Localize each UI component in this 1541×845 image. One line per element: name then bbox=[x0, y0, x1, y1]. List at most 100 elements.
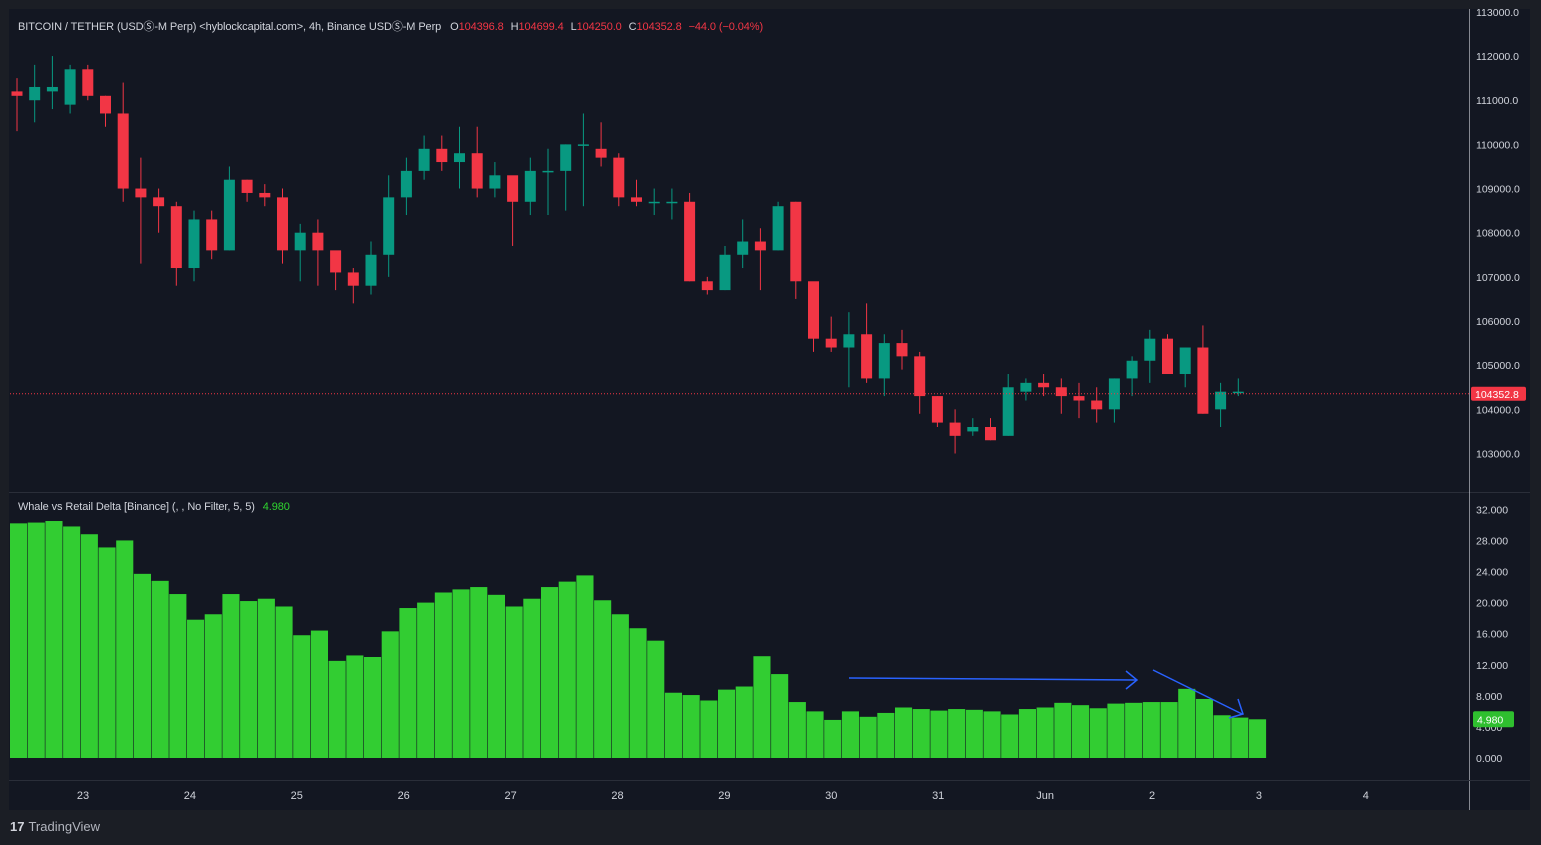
histogram-bar bbox=[487, 594, 505, 758]
histogram-bar bbox=[647, 640, 665, 758]
histogram-bar bbox=[771, 674, 789, 758]
histogram-bar bbox=[930, 710, 948, 758]
candle-body bbox=[666, 201, 678, 204]
histogram-bar bbox=[965, 709, 983, 758]
histogram-bar bbox=[45, 521, 63, 758]
change-value: −44.0 (−0.04%) bbox=[688, 21, 764, 33]
flat-arrow-line bbox=[848, 677, 1137, 681]
tradingview-logo[interactable]: 17 TradingView bbox=[10, 819, 100, 834]
candle-body bbox=[861, 334, 873, 379]
histogram-bar bbox=[417, 602, 435, 758]
candle-body bbox=[878, 343, 890, 379]
high-value: 104699.4 bbox=[518, 21, 564, 33]
time-tick-label: 31 bbox=[932, 790, 944, 802]
histogram-bar bbox=[187, 619, 205, 758]
indicator-tick-label: 12.000 bbox=[1476, 660, 1508, 672]
histogram-bar bbox=[63, 526, 81, 758]
candle-body bbox=[117, 113, 129, 189]
candle-body bbox=[1073, 396, 1085, 401]
chart-canvas[interactable]: 103000.0 104000.0 105000.0 106000.0 107000.0… bbox=[9, 9, 1530, 810]
indicator-header[interactable]: Whale vs Retail Delta [Binance] (, , No … bbox=[18, 501, 290, 513]
open-value: 104396.8 bbox=[458, 21, 504, 33]
histogram-bar bbox=[1125, 702, 1143, 758]
histogram-bar bbox=[1142, 702, 1160, 758]
histogram-bar bbox=[806, 711, 824, 758]
candle-body bbox=[1162, 338, 1173, 375]
histogram-bar bbox=[133, 573, 151, 758]
candle-body bbox=[400, 170, 412, 198]
candle-body bbox=[294, 232, 306, 251]
histogram-bar bbox=[27, 522, 45, 758]
candle-body bbox=[1002, 387, 1014, 436]
histogram-bar bbox=[1178, 688, 1196, 758]
candle-body bbox=[1091, 400, 1103, 410]
price-tick-label: 110000.0 bbox=[1476, 139, 1519, 151]
candle-body bbox=[1197, 347, 1209, 414]
histogram-bar bbox=[735, 686, 753, 758]
histogram-bar bbox=[399, 608, 417, 758]
candle-body bbox=[595, 148, 607, 158]
histogram-bar bbox=[1231, 717, 1249, 758]
candle-body bbox=[46, 86, 58, 92]
candle-body bbox=[223, 179, 235, 251]
tradingview-logo-icon: 17 bbox=[10, 819, 25, 834]
time-tick-label: 25 bbox=[291, 790, 303, 802]
histogram-bar bbox=[1249, 719, 1267, 758]
histogram-bar bbox=[859, 716, 877, 758]
candle-body bbox=[754, 241, 766, 251]
histogram-bar bbox=[1036, 707, 1054, 758]
time-tick-label: 28 bbox=[611, 790, 623, 802]
time-tick-label: 24 bbox=[184, 790, 196, 802]
indicator-tick-label: 0.000 bbox=[1476, 753, 1502, 765]
open-label: O bbox=[450, 21, 459, 33]
close-label: C bbox=[628, 21, 637, 33]
histogram-bar bbox=[434, 592, 452, 758]
symbol-title: BITCOIN / TETHER (USDⓈ-M Perp) <hyblockc… bbox=[18, 21, 442, 33]
candle-body bbox=[985, 427, 996, 441]
candle-body bbox=[577, 144, 589, 146]
histogram-bar bbox=[310, 630, 328, 758]
tradingview-brand: TradingView bbox=[28, 819, 101, 834]
time-tick-label: 29 bbox=[718, 790, 730, 802]
price-tick-label: 103000.0 bbox=[1476, 449, 1520, 461]
candle-body bbox=[896, 343, 908, 357]
histogram-bar bbox=[912, 709, 930, 758]
histogram-bar bbox=[222, 594, 240, 758]
candle-body bbox=[383, 197, 395, 255]
candle-body bbox=[560, 144, 572, 171]
candle-body bbox=[170, 206, 182, 269]
histogram-bar bbox=[169, 594, 187, 758]
histogram-bar bbox=[116, 540, 134, 758]
histogram-bar bbox=[1072, 705, 1090, 758]
candle-body bbox=[790, 201, 802, 282]
histogram-bar bbox=[1213, 715, 1231, 758]
histogram-bar bbox=[505, 606, 523, 758]
candle-body bbox=[949, 422, 961, 436]
candle-body bbox=[64, 69, 76, 105]
indicator-tick-label: 28.000 bbox=[1476, 535, 1508, 547]
indicator-tick-label: 20.000 bbox=[1476, 598, 1508, 610]
histogram-bar bbox=[346, 655, 364, 758]
histogram-bar bbox=[753, 656, 771, 758]
chart-area[interactable]: 103000.0 104000.0 105000.0 106000.0 107000.0… bbox=[9, 9, 1530, 810]
last-price-badge bbox=[1471, 386, 1526, 401]
symbol-header[interactable]: BITCOIN / TETHER (USDⓈ-M Perp) <hyblockc… bbox=[18, 18, 763, 34]
candle-body bbox=[241, 179, 253, 193]
histogram-bar bbox=[257, 598, 275, 758]
histogram-bar bbox=[877, 712, 895, 758]
time-tick-label: 3 bbox=[1256, 790, 1262, 802]
candle-body bbox=[82, 69, 94, 96]
candle-body bbox=[29, 86, 41, 101]
histogram-bar bbox=[1195, 698, 1213, 758]
histogram-bar bbox=[594, 600, 612, 758]
histogram-bar bbox=[523, 598, 541, 758]
candle-body bbox=[454, 153, 465, 163]
time-tick-label: 23 bbox=[77, 790, 89, 802]
histogram-bar bbox=[1160, 702, 1178, 758]
histogram-bar bbox=[204, 614, 222, 758]
candle-body bbox=[648, 201, 660, 204]
indicator-pane bbox=[10, 521, 1267, 758]
histogram-bar bbox=[1018, 709, 1036, 758]
price-pane bbox=[10, 56, 1469, 454]
time-tick-label: 30 bbox=[825, 790, 837, 802]
